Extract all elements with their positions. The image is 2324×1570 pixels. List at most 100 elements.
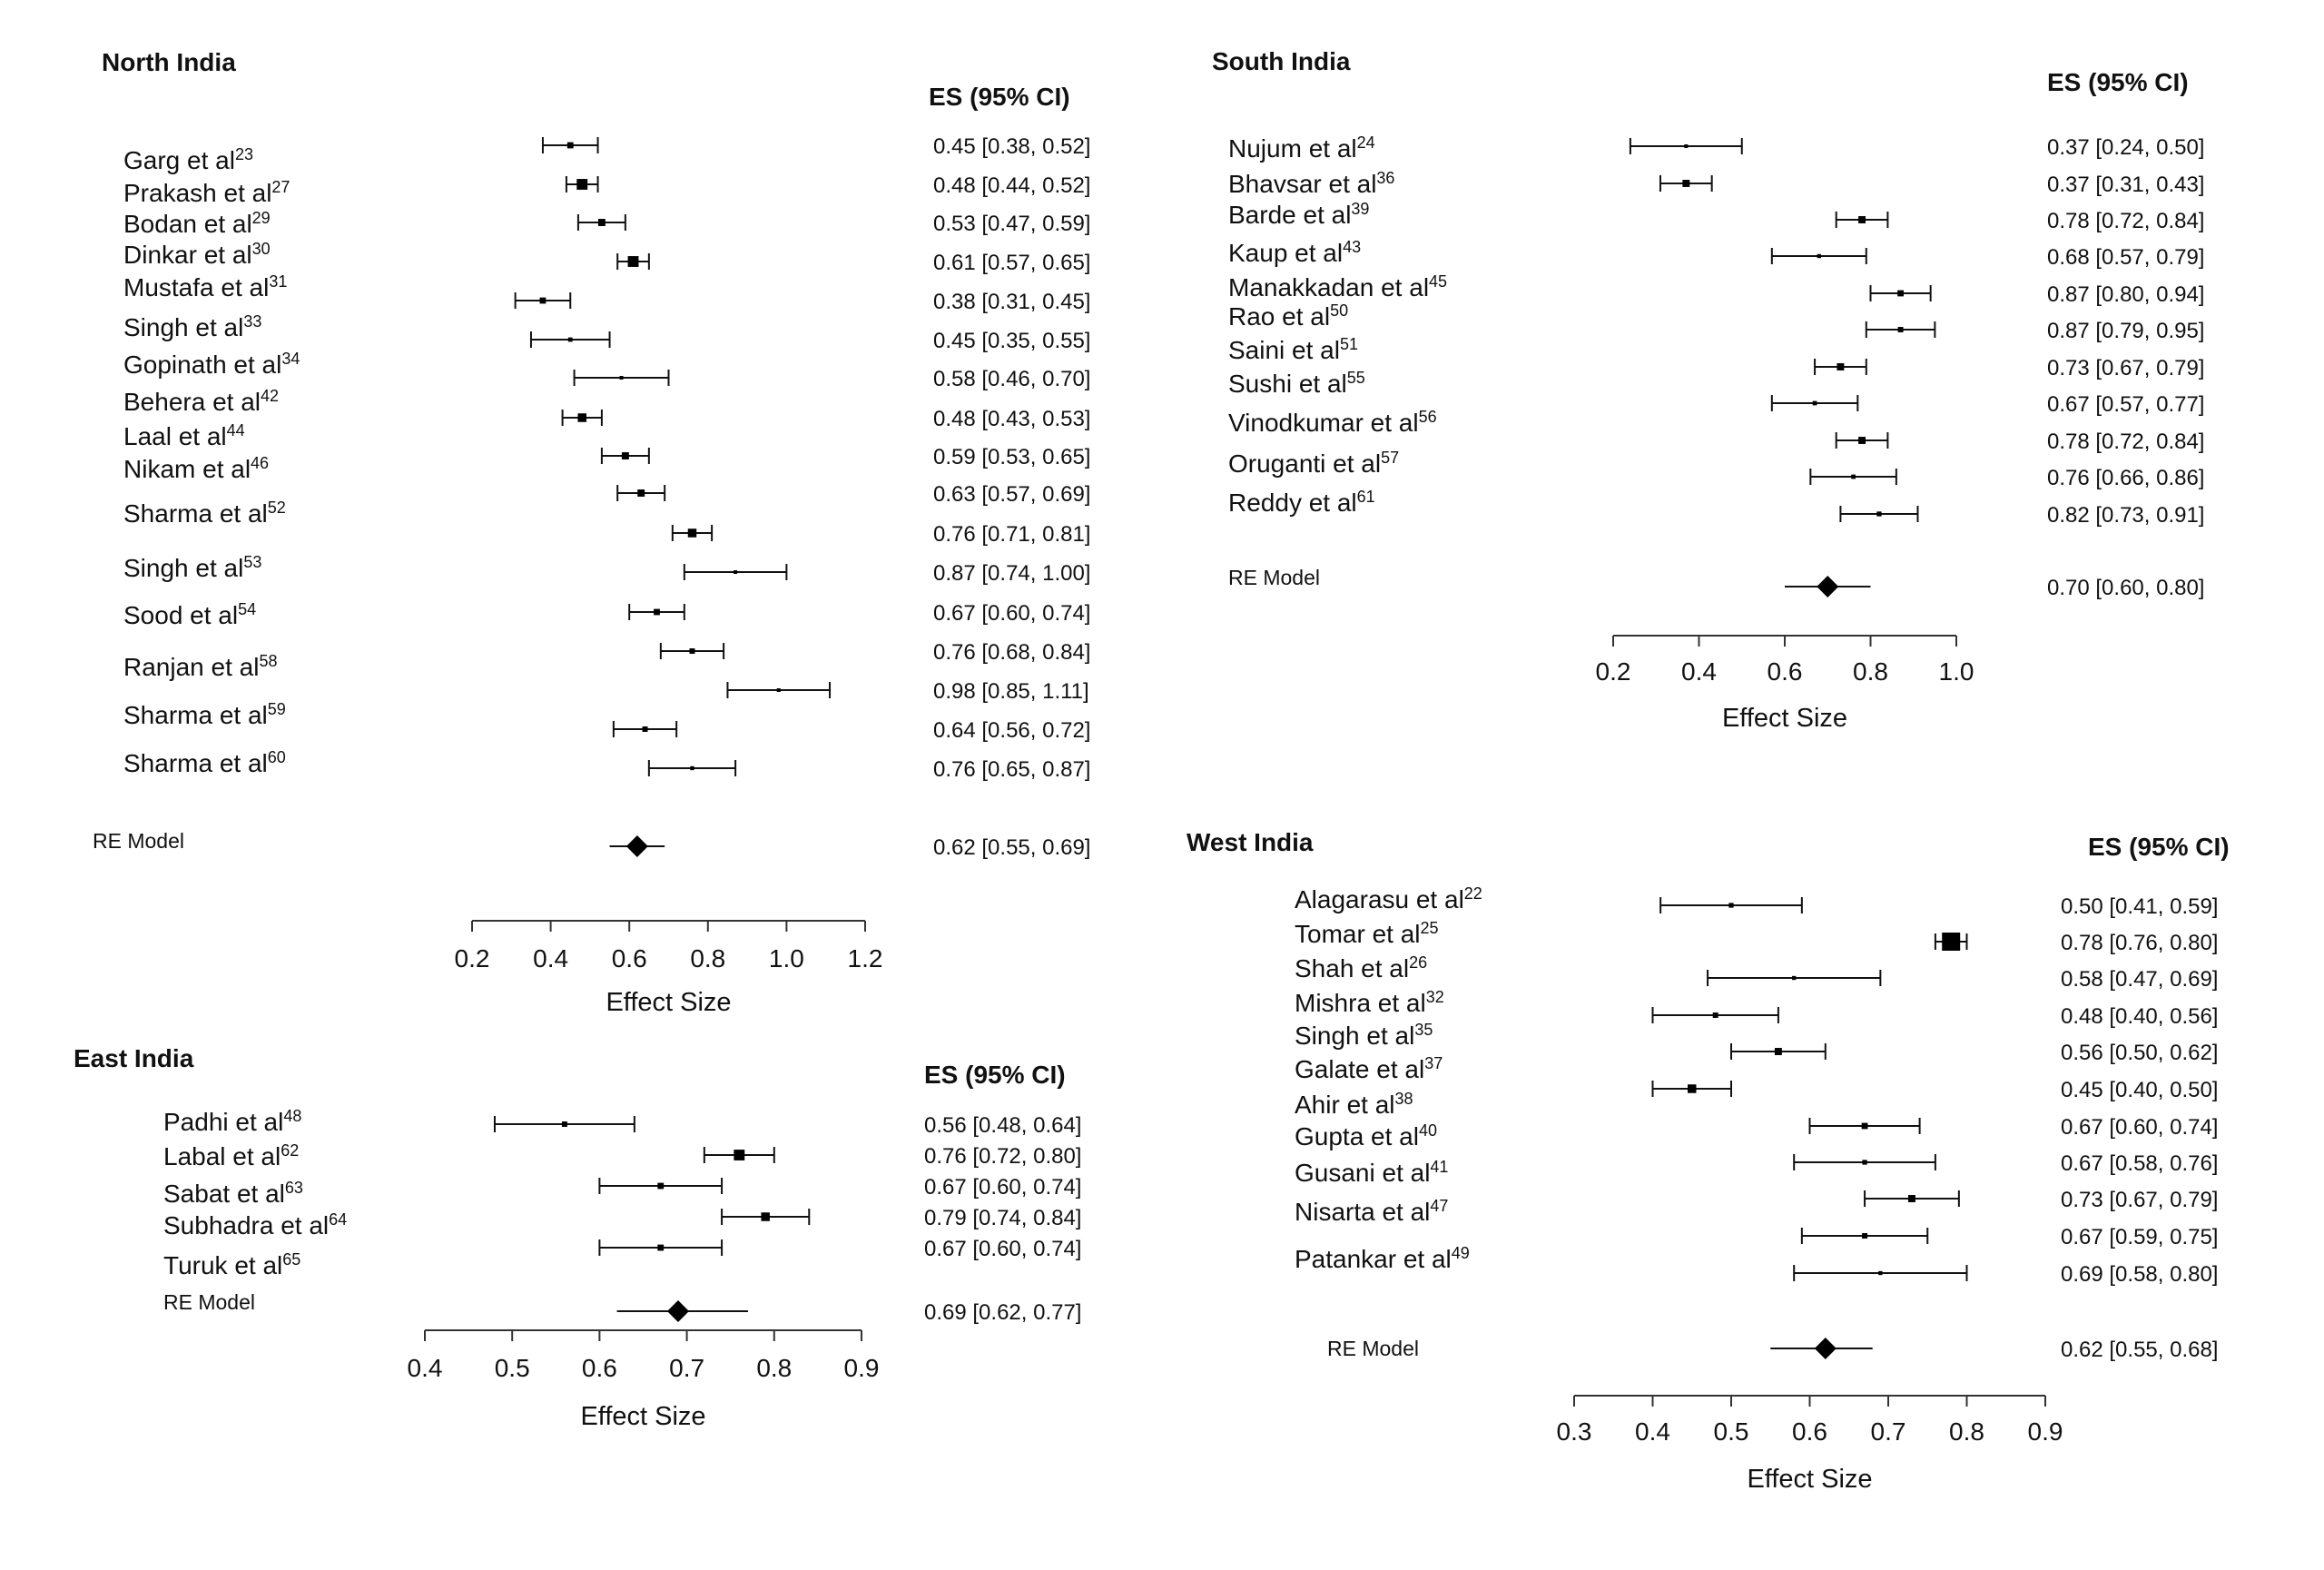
x-tick-label: 0.8 [756, 1354, 792, 1382]
study-label: Singh et al53 [123, 553, 261, 582]
es-value: 0.76 [0.72, 0.80] [924, 1144, 1081, 1169]
x-tick-label: 0.6 [612, 944, 647, 973]
study-ref: 37 [1424, 1054, 1443, 1072]
study-label: Nujum et al24 [1228, 133, 1375, 163]
study-label: Bodan et al29 [123, 209, 271, 238]
effect-size-square [621, 452, 629, 459]
study-label: Mustafa et al31 [123, 272, 287, 301]
effect-size-square [1897, 290, 1904, 297]
study-label: Gopinath et al34 [123, 350, 300, 379]
study-ref: 27 [271, 178, 290, 196]
es-value: 0.58 [0.47, 0.69] [2061, 967, 2218, 992]
es-value: 0.45 [0.40, 0.50] [2061, 1078, 2218, 1102]
x-tick-label: 0.9 [844, 1354, 880, 1382]
es-value: 0.38 [0.31, 0.45] [933, 290, 1090, 314]
effect-size-square [637, 489, 645, 497]
es-value: 0.87 [0.74, 1.00] [933, 561, 1090, 586]
effect-size-square [690, 765, 694, 771]
study-label: Shah et al26 [1295, 953, 1427, 982]
effect-size-square [1897, 327, 1904, 332]
es-value: 0.58 [0.46, 0.70] [933, 367, 1090, 391]
column-header: ES (95% CI) [929, 83, 1070, 111]
x-tick-label: 0.7 [669, 1354, 704, 1382]
x-axis-label: Effect Size [1722, 704, 1847, 733]
study-label: Bhavsar et al36 [1228, 169, 1394, 198]
panel-title: East India [74, 1044, 194, 1072]
column-header: ES (95% CI) [2047, 68, 2189, 96]
es-value: 0.59 [0.53, 0.65] [933, 445, 1090, 469]
study-ref: 62 [281, 1141, 299, 1160]
study-label: Sharma et al52 [123, 499, 286, 528]
x-tick-label: 1.0 [769, 944, 804, 973]
effect-size-square [776, 688, 781, 692]
es-value: 0.37 [0.31, 0.43] [2047, 173, 2204, 197]
es-value: 0.45 [0.38, 0.52] [933, 134, 1090, 159]
study-ref: 51 [1340, 335, 1358, 353]
study-ref: 59 [268, 700, 286, 718]
x-tick-label: 0.5 [495, 1354, 530, 1382]
effect-size-square [657, 1244, 665, 1251]
x-tick-label: 0.8 [1949, 1417, 1984, 1446]
study-label: Nisarta et al47 [1295, 1197, 1448, 1226]
study-label: Saini et al51 [1228, 335, 1358, 364]
study-label: Ranjan et al58 [123, 652, 277, 681]
study-ref: 47 [1430, 1197, 1448, 1215]
study-ref: 48 [283, 1107, 301, 1125]
effect-size-square [1876, 511, 1882, 517]
es-value: 0.67 [0.58, 0.76] [2061, 1151, 2218, 1176]
es-value: 0.69 [0.58, 0.80] [2061, 1262, 2218, 1287]
es-value: 0.73 [0.67, 0.79] [2047, 356, 2204, 380]
effect-size-square [642, 726, 648, 732]
panel-title: North India [102, 48, 236, 76]
effect-size-square [657, 1182, 665, 1190]
effect-size-square [1858, 437, 1866, 444]
x-tick-label: 0.4 [1681, 657, 1717, 686]
study-ref: 45 [1429, 272, 1447, 291]
study-label: Tomar et al25 [1295, 919, 1439, 948]
es-value: 0.63 [0.57, 0.69] [933, 482, 1090, 507]
summary-diamond [625, 835, 648, 857]
study-ref: 31 [269, 272, 287, 291]
es-value: 0.67 [0.60, 0.74] [2061, 1115, 2218, 1140]
study-ref: 41 [1430, 1158, 1448, 1176]
study-label: Alagarasu et al22 [1295, 884, 1482, 913]
summary-value: 0.70 [0.60, 0.80] [2047, 576, 2204, 600]
x-tick-label: 0.3 [1557, 1417, 1592, 1446]
effect-size-square [1684, 144, 1689, 148]
study-label: Sushi et al55 [1228, 369, 1365, 398]
x-tick-label: 1.0 [1939, 657, 1974, 686]
study-label: Turuk et al65 [163, 1250, 300, 1279]
study-label: Galate et al37 [1295, 1054, 1443, 1083]
re-model-label: RE Model [1228, 566, 1320, 589]
study-ref: 40 [1419, 1121, 1437, 1140]
es-value: 0.53 [0.47, 0.59] [933, 212, 1090, 236]
x-tick-label: 1.2 [848, 944, 883, 973]
es-value: 0.67 [0.60, 0.74] [924, 1175, 1081, 1200]
study-ref: 65 [282, 1250, 300, 1269]
study-label: Rao et al50 [1228, 301, 1348, 331]
effect-size-square [1907, 1195, 1915, 1202]
effect-size-square [1792, 975, 1797, 981]
es-value: 0.56 [0.48, 0.64] [924, 1113, 1081, 1138]
study-ref: 54 [238, 600, 256, 618]
es-value: 0.67 [0.57, 0.77] [2047, 392, 2204, 417]
es-value: 0.76 [0.68, 0.84] [933, 640, 1090, 665]
study-label: Sharma et al60 [123, 748, 286, 777]
study-label: Singh et al35 [1295, 1021, 1433, 1050]
study-label: Gusani et al41 [1295, 1158, 1448, 1187]
study-label: Padhi et al48 [163, 1107, 301, 1136]
study-label: Labal et al62 [163, 1141, 299, 1170]
study-ref: 35 [1414, 1021, 1433, 1039]
study-ref: 60 [268, 748, 286, 766]
x-tick-label: 0.2 [455, 944, 490, 973]
effect-size-square [1861, 1122, 1868, 1130]
study-label: Sharma et al59 [123, 700, 286, 729]
es-value: 0.67 [0.60, 0.74] [933, 601, 1090, 626]
es-value: 0.67 [0.60, 0.74] [924, 1237, 1081, 1261]
study-ref: 32 [1426, 988, 1444, 1006]
es-value: 0.50 [0.41, 0.59] [2061, 894, 2218, 919]
es-value: 0.45 [0.35, 0.55] [933, 329, 1090, 353]
study-label: Dinkar et al30 [123, 240, 271, 269]
effect-size-square [1728, 903, 1734, 908]
effect-size-square [597, 219, 606, 226]
